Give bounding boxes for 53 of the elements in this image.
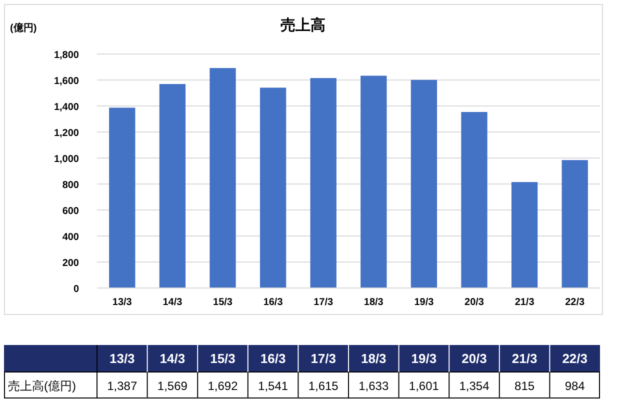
x-tick-label: 14/3: [162, 297, 183, 308]
y-tick-label: 1,800: [54, 50, 80, 61]
chart-title: 売上高: [280, 16, 326, 34]
data-label: 1,692: [208, 379, 238, 393]
bar: [410, 80, 438, 288]
x-tick-label: 20/3: [464, 297, 484, 308]
data-label: 984: [564, 379, 586, 393]
x-tick-label: 17/3: [314, 297, 334, 308]
category-label: 22/3: [562, 351, 588, 366]
category-label: 15/3: [210, 351, 236, 366]
category-label: 18/3: [360, 351, 386, 366]
y-tick-label: 200: [62, 258, 80, 269]
data-label: 1,541: [258, 379, 288, 393]
bar: [562, 160, 588, 288]
category-label: 14/3: [160, 351, 186, 366]
x-tick-label: 21/3: [514, 297, 535, 308]
y-tick-label: 1,400: [54, 102, 80, 113]
bar: [461, 112, 488, 288]
y-tick-label: 1,200: [54, 128, 80, 139]
y-tick-label: 0: [73, 284, 80, 295]
data-label: 1,615: [308, 379, 339, 393]
y-tick-label: 1,600: [54, 76, 80, 87]
y-tick-label: 800: [62, 180, 80, 191]
y-axis-title: (億円): [10, 22, 37, 34]
data-label: 1,569: [157, 379, 188, 393]
category-label: 13/3: [109, 351, 135, 366]
y-tick-label: 1,000: [54, 154, 80, 165]
bar: [511, 182, 538, 288]
bar: [310, 78, 336, 288]
bar: [109, 108, 136, 288]
text: 売上高(億円): [8, 379, 76, 393]
x-tick-label: 18/3: [364, 297, 384, 308]
x-tick-label: 13/3: [112, 297, 132, 308]
category-label: 21/3: [512, 351, 538, 366]
bar: [159, 84, 186, 288]
category-label: 16/3: [260, 351, 286, 366]
data-label: 1,387: [107, 379, 138, 393]
data-label: 1,633: [358, 379, 389, 393]
y-tick-label: 600: [62, 206, 80, 217]
x-tick-label: 16/3: [263, 297, 284, 308]
bar: [210, 68, 236, 288]
x-tick-label: 15/3: [213, 297, 233, 308]
x-tick-label: 19/3: [414, 297, 434, 308]
category-label: 20/3: [462, 351, 487, 366]
x-tick-label: 22/3: [565, 297, 586, 308]
category-label: 17/3: [310, 351, 336, 366]
bar: [360, 76, 387, 288]
data-label: 1,601: [408, 379, 440, 393]
category-label: 19/3: [411, 351, 437, 366]
data-label: 1,354: [459, 379, 490, 393]
bar: [260, 88, 286, 288]
data-label: 815: [514, 379, 535, 393]
y-tick-label: 400: [62, 232, 80, 243]
